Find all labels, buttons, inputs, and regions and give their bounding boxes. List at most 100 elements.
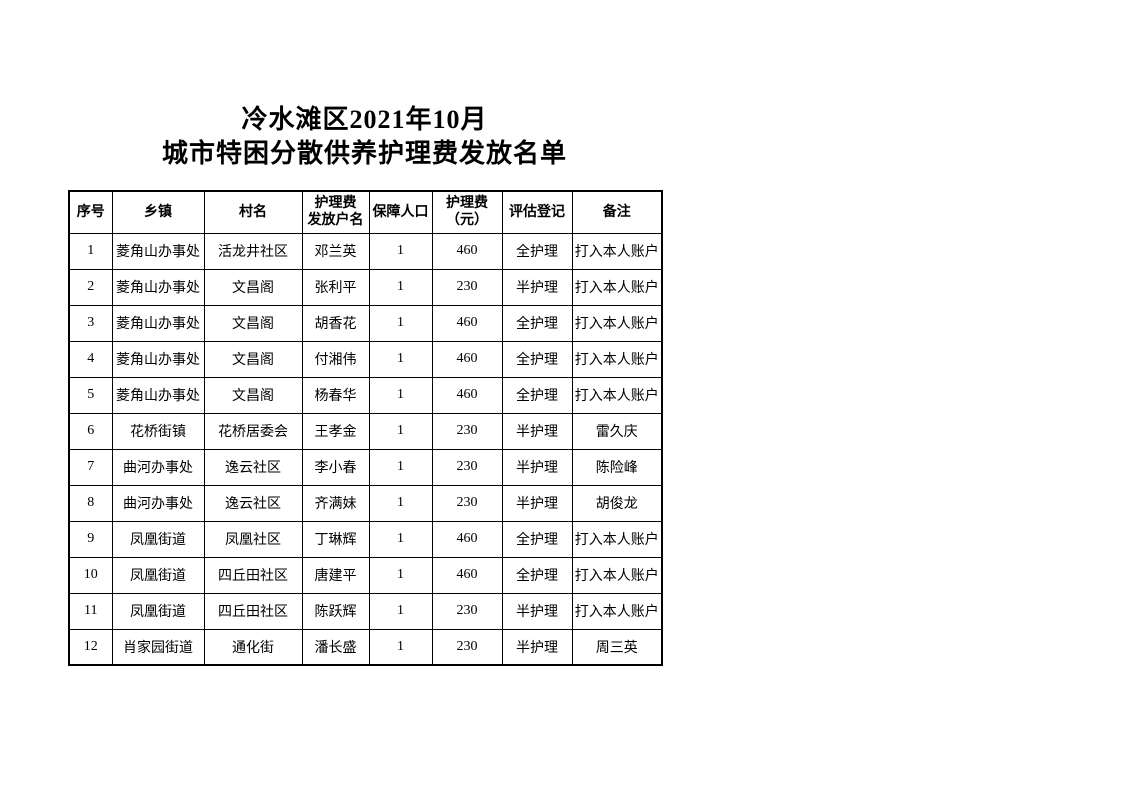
cell-fee: 230 bbox=[431, 628, 503, 666]
cell-township: 菱角山办事处 bbox=[111, 376, 205, 414]
cell-assessment: 全护理 bbox=[501, 340, 573, 378]
cell-index: 12 bbox=[68, 628, 113, 666]
cell-assessment: 半护理 bbox=[501, 484, 573, 522]
cell-village: 通化街 bbox=[203, 628, 303, 666]
cell-village: 文昌阁 bbox=[203, 376, 303, 414]
table-row: 2 菱角山办事处 文昌阁 张利平 1 230 半护理 打入本人账户 bbox=[68, 268, 663, 306]
cell-population: 1 bbox=[368, 376, 433, 414]
header-assessment: 评估登记 bbox=[501, 190, 573, 234]
cell-township: 菱角山办事处 bbox=[111, 232, 205, 270]
cell-payee: 张利平 bbox=[301, 268, 370, 306]
cell-fee: 460 bbox=[431, 340, 503, 378]
cell-payee: 齐满妹 bbox=[301, 484, 370, 522]
cell-remark: 打入本人账户 bbox=[571, 304, 663, 342]
cell-village: 凤凰社区 bbox=[203, 520, 303, 558]
cell-index: 4 bbox=[68, 340, 113, 378]
cell-remark: 打入本人账户 bbox=[571, 268, 663, 306]
cell-fee: 460 bbox=[431, 556, 503, 594]
cell-assessment: 全护理 bbox=[501, 232, 573, 270]
cell-village: 活龙井社区 bbox=[203, 232, 303, 270]
cell-assessment: 全护理 bbox=[501, 376, 573, 414]
cell-index: 6 bbox=[68, 412, 113, 450]
cell-fee: 230 bbox=[431, 412, 503, 450]
cell-township: 凤凰街道 bbox=[111, 592, 205, 630]
cell-village: 四丘田社区 bbox=[203, 556, 303, 594]
cell-township: 菱角山办事处 bbox=[111, 304, 205, 342]
cell-village: 逸云社区 bbox=[203, 448, 303, 486]
cell-index: 1 bbox=[68, 232, 113, 270]
payment-roster-table: 序号 乡镇 村名 护理费 发放户名 保障人口 护理费 （元） 评估登记 备注 1… bbox=[68, 190, 663, 666]
cell-index: 7 bbox=[68, 448, 113, 486]
cell-payee: 陈跃辉 bbox=[301, 592, 370, 630]
cell-remark: 打入本人账户 bbox=[571, 556, 663, 594]
cell-fee: 460 bbox=[431, 232, 503, 270]
cell-remark: 胡俊龙 bbox=[571, 484, 663, 522]
table-row: 6 花桥街镇 花桥居委会 王孝金 1 230 半护理 雷久庆 bbox=[68, 412, 663, 450]
header-population: 保障人口 bbox=[368, 190, 433, 234]
table-row: 11 凤凰街道 四丘田社区 陈跃辉 1 230 半护理 打入本人账户 bbox=[68, 592, 663, 630]
document-title: 冷水滩区2021年10月 城市特困分散供养护理费发放名单 bbox=[68, 103, 661, 171]
table-row: 1 菱角山办事处 活龙井社区 邓兰英 1 460 全护理 打入本人账户 bbox=[68, 232, 663, 270]
header-township: 乡镇 bbox=[111, 190, 205, 234]
cell-payee: 唐建平 bbox=[301, 556, 370, 594]
cell-population: 1 bbox=[368, 340, 433, 378]
cell-population: 1 bbox=[368, 628, 433, 666]
header-village: 村名 bbox=[203, 190, 303, 234]
cell-population: 1 bbox=[368, 520, 433, 558]
cell-township: 花桥街镇 bbox=[111, 412, 205, 450]
table-body: 1 菱角山办事处 活龙井社区 邓兰英 1 460 全护理 打入本人账户 2 菱角山办事处 文昌阁 张利… bbox=[68, 232, 663, 666]
cell-index: 8 bbox=[68, 484, 113, 522]
cell-fee: 230 bbox=[431, 448, 503, 486]
cell-population: 1 bbox=[368, 412, 433, 450]
cell-remark: 周三英 bbox=[571, 628, 663, 666]
cell-population: 1 bbox=[368, 268, 433, 306]
cell-village: 逸云社区 bbox=[203, 484, 303, 522]
cell-township: 菱角山办事处 bbox=[111, 268, 205, 306]
cell-village: 四丘田社区 bbox=[203, 592, 303, 630]
cell-remark: 打入本人账户 bbox=[571, 376, 663, 414]
cell-village: 文昌阁 bbox=[203, 340, 303, 378]
table-row: 12 肖家园街道 通化街 潘长盛 1 230 半护理 周三英 bbox=[68, 628, 663, 666]
cell-population: 1 bbox=[368, 448, 433, 486]
table-row: 4 菱角山办事处 文昌阁 付湘伟 1 460 全护理 打入本人账户 bbox=[68, 340, 663, 378]
cell-index: 2 bbox=[68, 268, 113, 306]
cell-fee: 230 bbox=[431, 484, 503, 522]
header-index: 序号 bbox=[68, 190, 113, 234]
header-remark: 备注 bbox=[571, 190, 663, 234]
header-fee: 护理费 （元） bbox=[431, 190, 503, 234]
cell-payee: 杨春华 bbox=[301, 376, 370, 414]
table-row: 5 菱角山办事处 文昌阁 杨春华 1 460 全护理 打入本人账户 bbox=[68, 376, 663, 414]
cell-remark: 打入本人账户 bbox=[571, 340, 663, 378]
cell-village: 文昌阁 bbox=[203, 268, 303, 306]
cell-index: 5 bbox=[68, 376, 113, 414]
cell-population: 1 bbox=[368, 232, 433, 270]
cell-remark: 打入本人账户 bbox=[571, 592, 663, 630]
cell-village: 花桥居委会 bbox=[203, 412, 303, 450]
cell-remark: 打入本人账户 bbox=[571, 232, 663, 270]
table-row: 8 曲河办事处 逸云社区 齐满妹 1 230 半护理 胡俊龙 bbox=[68, 484, 663, 522]
title-line-1: 冷水滩区2021年10月 bbox=[241, 105, 488, 134]
cell-assessment: 半护理 bbox=[501, 592, 573, 630]
cell-assessment: 全护理 bbox=[501, 304, 573, 342]
cell-population: 1 bbox=[368, 484, 433, 522]
cell-village: 文昌阁 bbox=[203, 304, 303, 342]
cell-population: 1 bbox=[368, 556, 433, 594]
cell-fee: 460 bbox=[431, 520, 503, 558]
cell-remark: 打入本人账户 bbox=[571, 520, 663, 558]
cell-population: 1 bbox=[368, 592, 433, 630]
title-line-2: 城市特困分散供养护理费发放名单 bbox=[161, 139, 567, 168]
cell-payee: 付湘伟 bbox=[301, 340, 370, 378]
cell-township: 凤凰街道 bbox=[111, 520, 205, 558]
cell-payee: 邓兰英 bbox=[301, 232, 370, 270]
cell-assessment: 半护理 bbox=[501, 268, 573, 306]
cell-assessment: 半护理 bbox=[501, 448, 573, 486]
cell-payee: 胡香花 bbox=[301, 304, 370, 342]
cell-fee: 230 bbox=[431, 268, 503, 306]
cell-township: 曲河办事处 bbox=[111, 484, 205, 522]
table-row: 3 菱角山办事处 文昌阁 胡香花 1 460 全护理 打入本人账户 bbox=[68, 304, 663, 342]
cell-fee: 230 bbox=[431, 592, 503, 630]
table-row: 9 凤凰街道 凤凰社区 丁琳辉 1 460 全护理 打入本人账户 bbox=[68, 520, 663, 558]
cell-index: 10 bbox=[68, 556, 113, 594]
cell-assessment: 半护理 bbox=[501, 412, 573, 450]
